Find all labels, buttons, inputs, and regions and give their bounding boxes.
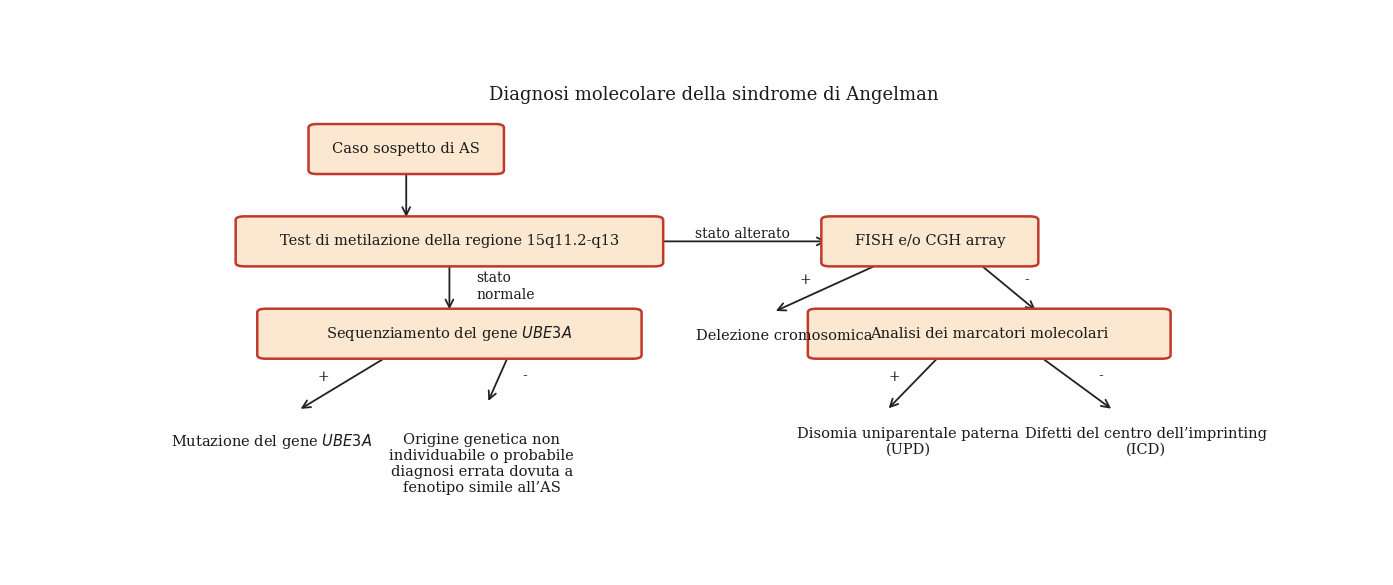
Text: Caso sospetto di AS: Caso sospetto di AS	[333, 142, 481, 156]
FancyBboxPatch shape	[258, 309, 642, 359]
FancyBboxPatch shape	[308, 124, 504, 174]
Text: Delezione cromosomica: Delezione cromosomica	[696, 329, 872, 343]
Text: stato
normale: stato normale	[476, 271, 535, 301]
Text: FISH e/o CGH array: FISH e/o CGH array	[854, 235, 1006, 249]
Text: +: +	[318, 370, 329, 384]
FancyBboxPatch shape	[822, 216, 1038, 266]
Text: Sequenziamento del gene $\mathit{UBE3A}$: Sequenziamento del gene $\mathit{UBE3A}$	[326, 324, 573, 343]
Text: Origine genetica non
individuabile o probabile
diagnosi errata dovuta a
fenotipo: Origine genetica non individuabile o pro…	[390, 433, 574, 495]
Text: stato alterato: stato alterato	[695, 227, 790, 240]
Text: Difetti del centro dell’imprinting
(ICD): Difetti del centro dell’imprinting (ICD)	[1025, 426, 1266, 457]
FancyBboxPatch shape	[808, 309, 1170, 359]
Text: Diagnosi molecolare della sindrome di Angelman: Diagnosi molecolare della sindrome di An…	[489, 86, 939, 104]
FancyBboxPatch shape	[235, 216, 663, 266]
Text: -: -	[1098, 370, 1103, 384]
Text: +: +	[800, 273, 812, 287]
Text: Disomia uniparentale paterna
(UPD): Disomia uniparentale paterna (UPD)	[797, 426, 1020, 457]
Text: -: -	[522, 370, 528, 384]
Text: Analisi dei marcatori molecolari: Analisi dei marcatori molecolari	[871, 326, 1109, 340]
Text: +: +	[889, 370, 900, 384]
Text: -: -	[1025, 273, 1029, 287]
Text: Mutazione del gene $\mathit{UBE3A}$: Mutazione del gene $\mathit{UBE3A}$	[171, 432, 372, 451]
Text: Test di metilazione della regione 15q11.2-q13: Test di metilazione della regione 15q11.…	[280, 235, 618, 249]
